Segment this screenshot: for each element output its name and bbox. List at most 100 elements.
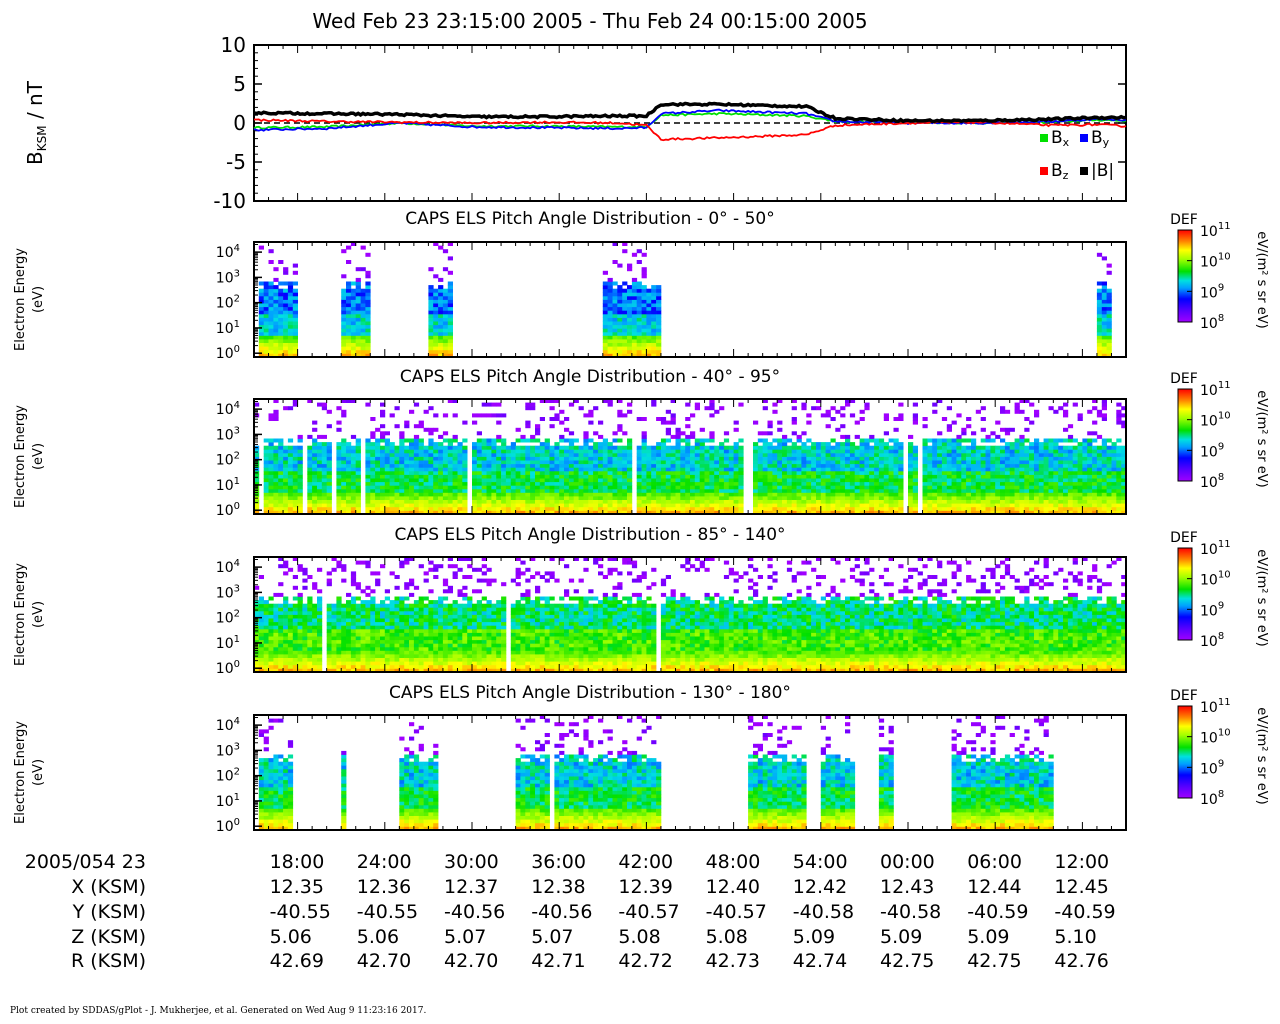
heatmap-cell — [1101, 492, 1107, 497]
heatmap-cell — [806, 467, 812, 472]
heatmap-cell — [941, 492, 948, 497]
heatmap-cell — [656, 306, 662, 311]
heatmap-cell — [941, 463, 948, 468]
heatmap-cell — [515, 485, 521, 490]
heatmap-cell — [874, 442, 880, 447]
heatmap-cell — [442, 299, 449, 304]
heatmap-cell — [825, 409, 831, 414]
heatmap-cell — [685, 485, 691, 490]
heatmap-cell — [796, 474, 802, 479]
heatmap-cell — [946, 467, 952, 472]
heatmap-cell — [1053, 463, 1059, 468]
heatmap-cell — [927, 474, 933, 479]
heatmap-cell — [699, 492, 705, 497]
heatmap-cell — [452, 474, 458, 479]
heatmap-cell — [588, 438, 594, 443]
heatmap-cell — [883, 496, 889, 500]
heatmap-cell — [1082, 510, 1088, 515]
heatmap-cell — [753, 478, 759, 483]
heatmap-cell — [636, 303, 642, 308]
heatmap-cell — [820, 442, 826, 447]
heatmap-cell — [854, 434, 860, 439]
heatmap-cell — [878, 481, 885, 486]
heatmap-cell — [413, 452, 420, 457]
heatmap-cell — [254, 452, 260, 457]
heatmap-cell — [835, 485, 841, 490]
heatmap-cell — [772, 452, 778, 457]
heatmap-cell — [777, 442, 783, 447]
heatmap-cell — [670, 456, 676, 461]
heatmap-cell — [690, 460, 696, 465]
heatmap-cell — [1072, 481, 1078, 486]
heatmap-cell — [699, 442, 705, 447]
heatmap-cell — [612, 503, 618, 508]
heatmap-cell — [636, 445, 642, 450]
heatmap-cell — [806, 438, 812, 443]
heatmap-cell — [956, 496, 962, 500]
heatmap-cell — [544, 478, 550, 483]
heatmap-cell — [612, 499, 618, 504]
heatmap-cell — [433, 288, 439, 293]
heatmap-cell — [341, 470, 347, 475]
heatmap-cell — [636, 456, 642, 461]
heatmap-cell — [806, 510, 812, 515]
heatmap-cell — [564, 452, 570, 457]
heatmap-cell — [859, 456, 865, 461]
heatmap-cell — [287, 463, 294, 468]
heatmap-cell — [1000, 467, 1006, 472]
heatmap-cell — [820, 445, 826, 450]
heatmap-cell — [631, 288, 638, 293]
heatmap-cell — [665, 492, 671, 497]
heatmap-cell — [1009, 492, 1015, 497]
heatmap-cell — [559, 492, 565, 497]
heatmap-cell — [849, 449, 856, 454]
heatmap-cell — [767, 485, 773, 490]
heatmap-cell — [607, 492, 613, 497]
heatmap-cell — [816, 445, 822, 450]
heatmap-cell — [559, 434, 565, 439]
heatmap-cell — [578, 481, 584, 486]
heatmap-cell — [733, 496, 739, 500]
heatmap-cell — [350, 463, 357, 468]
heatmap-cell — [438, 288, 444, 293]
heatmap-cell — [864, 442, 870, 447]
heatmap-cell — [530, 452, 536, 457]
heatmap-cell — [840, 467, 846, 472]
heatmap-cell — [1121, 420, 1127, 425]
heatmap-cell — [1048, 474, 1054, 479]
heatmap-cell — [966, 485, 972, 490]
heatmap-cell — [651, 474, 657, 479]
heatmap-cell — [1067, 438, 1074, 443]
heatmap-cell — [1000, 510, 1006, 515]
heatmap-cell — [1014, 406, 1020, 411]
heatmap-cell — [893, 481, 899, 486]
heatmap-cell — [854, 499, 860, 504]
heatmap-cell — [699, 470, 705, 475]
heatmap-cell — [869, 485, 875, 490]
heatmap-cell — [1004, 474, 1011, 479]
heatmap-cell — [728, 467, 734, 472]
heatmap-cell — [762, 470, 768, 475]
heatmap-cell — [535, 460, 541, 465]
heatmap-cell — [438, 328, 444, 333]
heatmap-cell — [786, 503, 793, 508]
heatmap-cell — [418, 442, 424, 447]
heatmap-cell — [510, 492, 516, 497]
heatmap-cell — [932, 478, 938, 483]
heatmap-cell — [782, 452, 788, 457]
heatmap-cell — [1053, 488, 1059, 493]
heatmap-cell — [864, 467, 870, 472]
spectrogram-frame — [253, 241, 1127, 358]
heatmap-cell — [442, 478, 449, 483]
heatmap-cell — [1043, 463, 1049, 468]
heatmap-cell — [433, 292, 439, 297]
heatmap-cell — [971, 503, 977, 508]
heatmap-cell — [346, 485, 352, 490]
heatmap-cell — [753, 492, 759, 497]
heatmap-cell — [641, 470, 647, 475]
heatmap-cell — [946, 492, 952, 497]
heatmap-cell — [1053, 452, 1059, 457]
heatmap-cell — [995, 467, 1001, 472]
heatmap-cell — [1024, 449, 1030, 454]
heatmap-cell — [287, 342, 294, 347]
